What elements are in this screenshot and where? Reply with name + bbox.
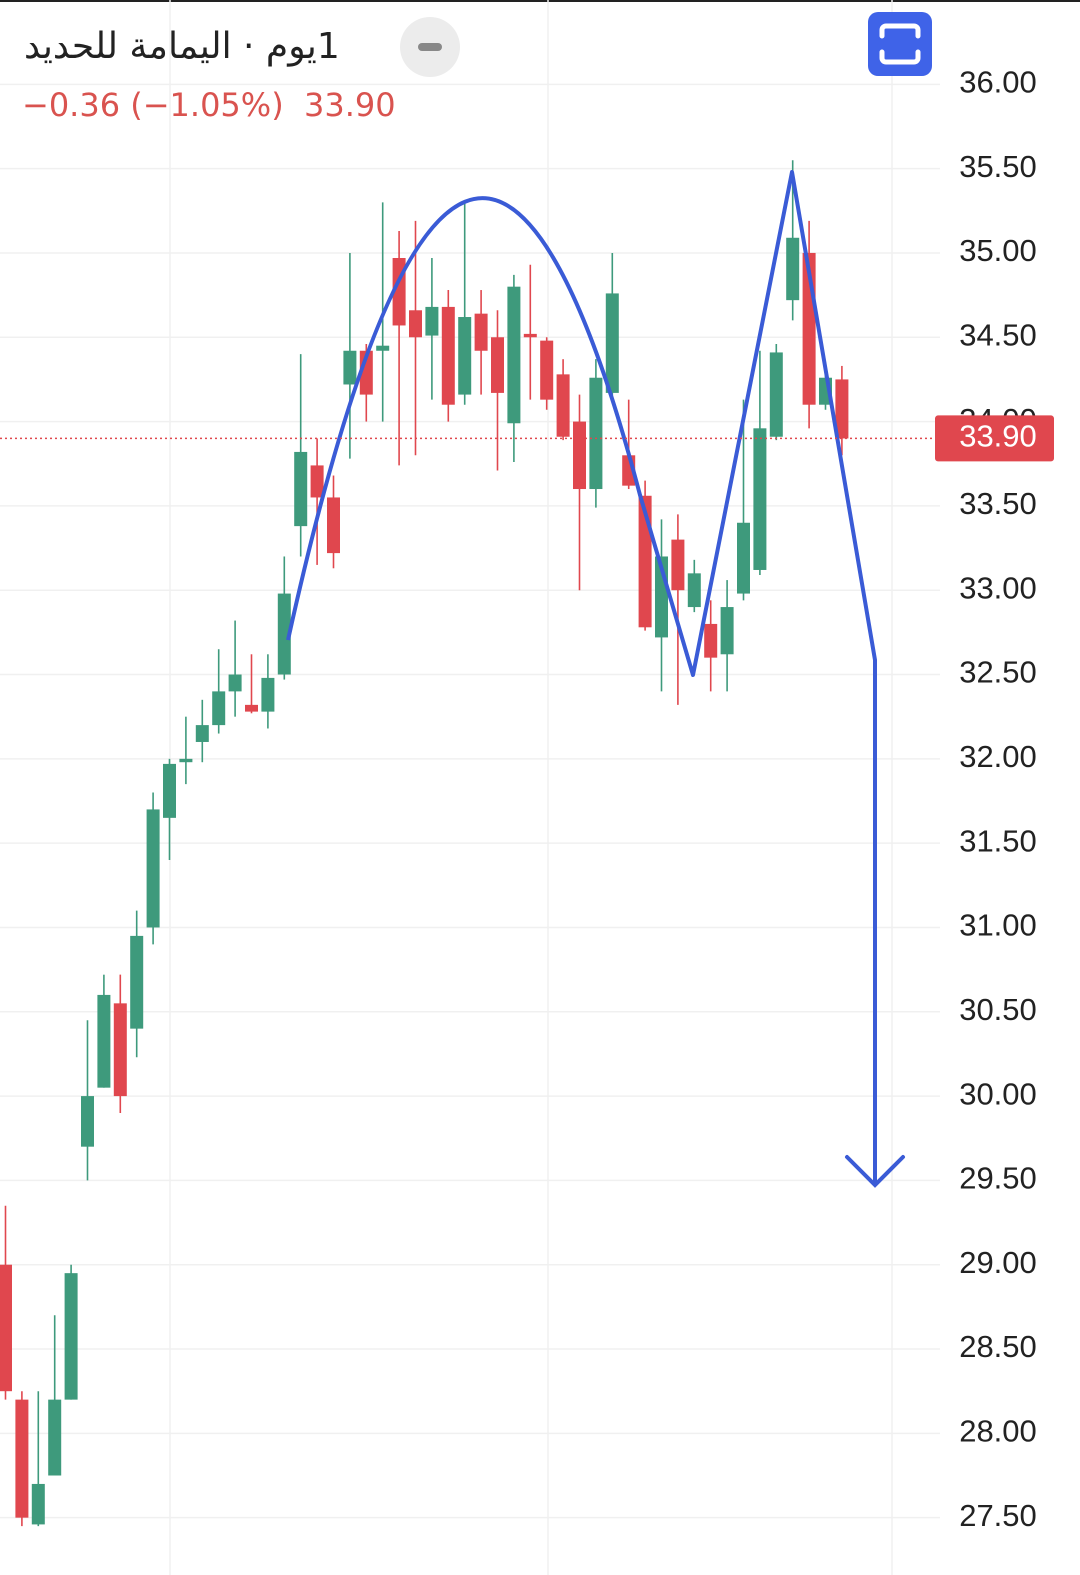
candle-body	[605, 293, 619, 393]
candle-body	[769, 352, 783, 437]
fullscreen-button[interactable]	[868, 12, 932, 76]
y-tick-label: 31.50	[959, 823, 1037, 858]
candle-body	[0, 1264, 12, 1392]
candles	[0, 160, 849, 1527]
arrow-head	[845, 1155, 905, 1188]
candle-body	[671, 539, 685, 591]
price-axis: 27.50 28.00 28.50 29.00 29.50 30.00 30.50 31.00…	[0, 65, 1054, 1533]
candle-body	[441, 306, 455, 405]
candle-body	[458, 317, 472, 395]
candle-body	[179, 758, 193, 763]
candle-body	[704, 623, 718, 658]
y-tick-label: 29.50	[959, 1161, 1037, 1196]
y-tick-label: 35.00	[959, 233, 1037, 268]
y-tick-label: 28.00	[959, 1414, 1037, 1449]
price-change: −0.36 (−1.05%)	[22, 86, 284, 124]
last-price-badge	[935, 415, 1054, 462]
y-tick-label: 32.50	[959, 655, 1037, 690]
candle-body	[261, 677, 275, 712]
candle-body	[97, 994, 111, 1088]
candle-body	[835, 379, 849, 439]
candle-body	[15, 1399, 29, 1518]
y-tick-label: 33.00	[959, 570, 1037, 605]
candle-body	[507, 286, 521, 424]
candle-body	[343, 350, 357, 385]
candle-body	[212, 691, 226, 726]
candle-body	[81, 1096, 94, 1147]
candle-body	[753, 428, 767, 570]
y-tick-label: 29.00	[959, 1245, 1037, 1280]
candle-body	[113, 1003, 127, 1097]
last-price: 33.90	[304, 86, 396, 124]
last-price-label: 33.90	[959, 419, 1037, 454]
candle-body	[245, 704, 258, 712]
candle-body	[737, 522, 750, 594]
candle-body	[589, 377, 603, 490]
y-tick-label: 33.50	[959, 486, 1037, 521]
candle-body	[523, 333, 537, 338]
candle-body	[556, 374, 570, 437]
candle-body	[491, 337, 504, 393]
y-tick-label: 30.00	[959, 1076, 1037, 1111]
candle-body	[687, 573, 701, 608]
candle-body	[146, 809, 160, 928]
candle-body	[294, 451, 308, 527]
candle-body	[310, 465, 324, 498]
candle-body	[786, 237, 800, 301]
y-tick-label: 27.50	[959, 1498, 1037, 1533]
candle-body	[163, 763, 176, 818]
candle-body	[540, 340, 554, 400]
candle-body	[48, 1399, 62, 1476]
y-tick-label: 28.50	[959, 1329, 1037, 1364]
y-tick-label: 32.00	[959, 739, 1037, 774]
y-tick-label: 34.50	[959, 317, 1037, 352]
y-tick-label: 30.50	[959, 992, 1037, 1027]
candle-body	[277, 593, 291, 675]
symbol-title: 1يوم · اليمامة للحديد	[24, 26, 340, 67]
y-tick-label: 31.00	[959, 908, 1037, 943]
y-tick-label: 35.50	[959, 149, 1037, 184]
candle-body	[195, 725, 209, 742]
candle-body	[130, 935, 144, 1029]
candle-body	[228, 674, 242, 692]
candle-body	[474, 313, 488, 351]
candle-body	[720, 607, 734, 655]
candle-body	[31, 1483, 45, 1525]
candle-body	[376, 345, 390, 351]
candle-body	[409, 310, 422, 338]
fullscreen-icon	[879, 23, 921, 65]
y-tick-label: 36.00	[959, 65, 1037, 100]
candle-body	[327, 497, 340, 554]
minus-icon	[418, 43, 442, 51]
candle-body	[573, 421, 586, 490]
price-change-line: −0.36 (−1.05%) 33.90	[22, 86, 396, 124]
pattern-drawing	[286, 170, 877, 1185]
candle-body	[425, 306, 439, 336]
candle-body	[64, 1273, 78, 1400]
